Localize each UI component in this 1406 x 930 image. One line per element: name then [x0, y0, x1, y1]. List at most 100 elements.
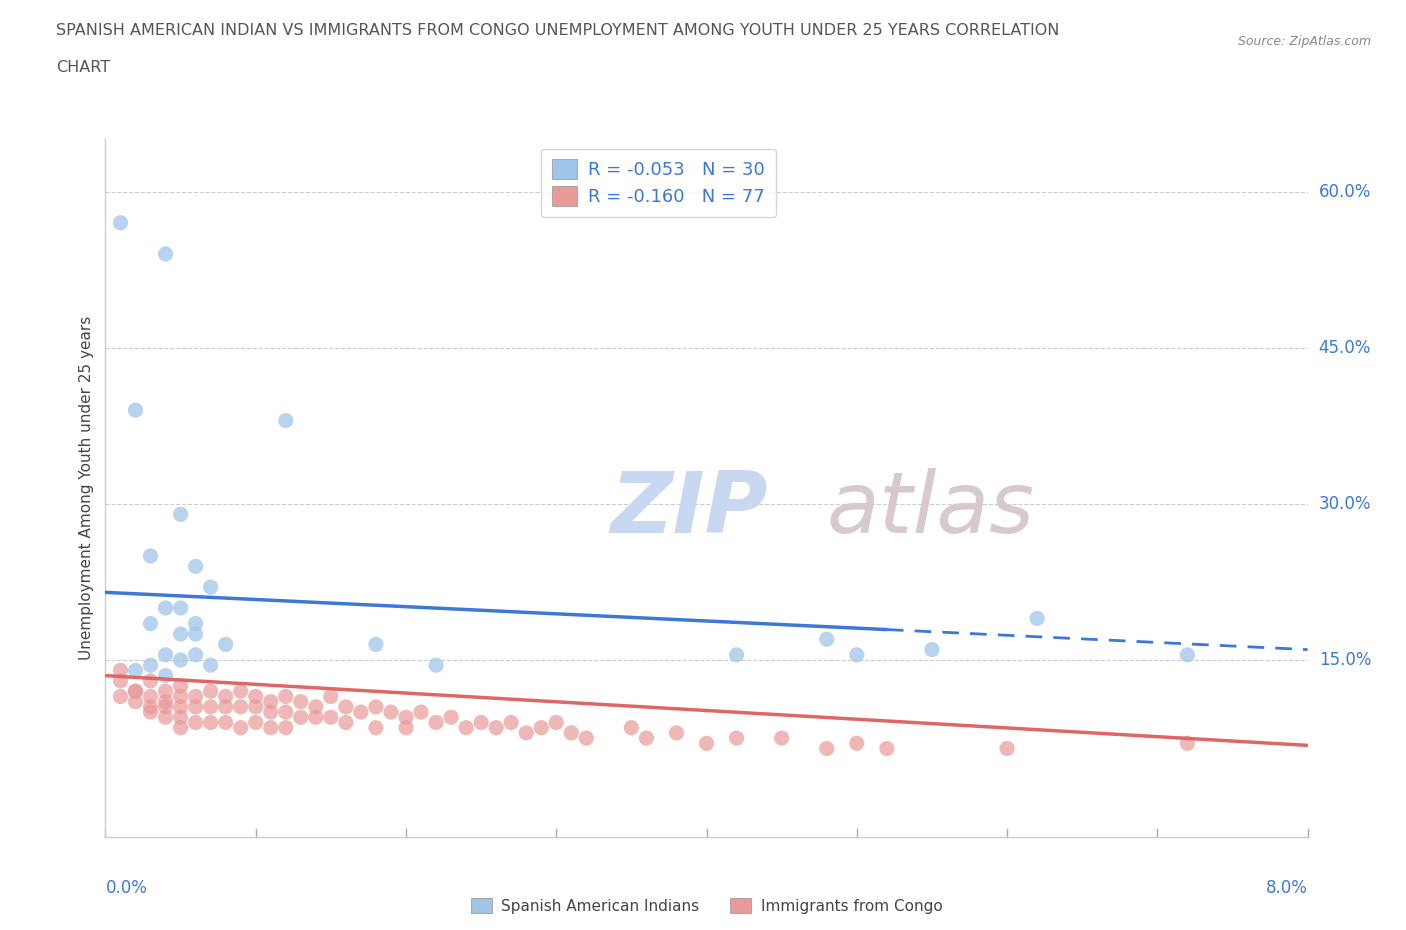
Point	[725, 731, 748, 746]
Point	[200, 658, 222, 672]
Point	[155, 647, 177, 662]
Point	[124, 694, 146, 709]
Point	[184, 647, 207, 662]
Text: 30.0%: 30.0%	[1319, 495, 1371, 512]
Point	[155, 699, 177, 714]
Point	[260, 705, 283, 720]
Point	[245, 699, 267, 714]
Point	[214, 715, 236, 730]
Point	[155, 684, 177, 698]
Point	[110, 689, 132, 704]
Point	[184, 559, 207, 574]
Point	[169, 689, 191, 704]
Point	[770, 731, 793, 746]
Point	[335, 699, 357, 714]
Text: ZIP: ZIP	[610, 468, 768, 551]
Point	[155, 710, 177, 724]
Point	[319, 710, 342, 724]
Point	[260, 694, 283, 709]
Point	[200, 684, 222, 698]
Point	[124, 403, 146, 418]
Point	[155, 246, 177, 261]
Point	[515, 725, 537, 740]
Point	[725, 647, 748, 662]
Point	[245, 715, 267, 730]
Point	[921, 643, 943, 658]
Point	[530, 720, 553, 735]
Point	[501, 715, 523, 730]
Text: 0.0%: 0.0%	[105, 879, 148, 897]
Point	[184, 627, 207, 642]
Text: 8.0%: 8.0%	[1265, 879, 1308, 897]
Point	[575, 731, 598, 746]
Point	[274, 705, 297, 720]
Point	[184, 715, 207, 730]
Point	[110, 216, 132, 231]
Point	[169, 720, 191, 735]
Point	[425, 715, 447, 730]
Point	[229, 720, 252, 735]
Legend: Spanish American Indians, Immigrants from Congo: Spanish American Indians, Immigrants fro…	[464, 892, 949, 920]
Point	[110, 663, 132, 678]
Point	[124, 684, 146, 698]
Point	[169, 699, 191, 714]
Point	[110, 673, 132, 688]
Text: 60.0%: 60.0%	[1319, 182, 1371, 201]
Point	[139, 673, 162, 688]
Point	[200, 699, 222, 714]
Point	[485, 720, 508, 735]
Point	[995, 741, 1018, 756]
Point	[229, 699, 252, 714]
Point	[274, 720, 297, 735]
Point	[395, 710, 418, 724]
Point	[169, 507, 191, 522]
Point	[845, 647, 868, 662]
Point	[440, 710, 463, 724]
Point	[350, 705, 373, 720]
Point	[636, 731, 658, 746]
Point	[546, 715, 568, 730]
Point	[169, 653, 191, 668]
Text: 45.0%: 45.0%	[1319, 339, 1371, 357]
Text: atlas: atlas	[827, 468, 1035, 551]
Text: Source: ZipAtlas.com: Source: ZipAtlas.com	[1237, 35, 1371, 48]
Point	[245, 689, 267, 704]
Point	[169, 601, 191, 616]
Point	[319, 689, 342, 704]
Point	[139, 658, 162, 672]
Point	[696, 736, 718, 751]
Point	[139, 689, 162, 704]
Point	[139, 699, 162, 714]
Point	[139, 617, 162, 631]
Point	[425, 658, 447, 672]
Point	[260, 720, 283, 735]
Point	[364, 637, 387, 652]
Point	[364, 720, 387, 735]
Point	[1175, 736, 1198, 751]
Point	[214, 637, 236, 652]
Point	[290, 694, 312, 709]
Point	[1175, 647, 1198, 662]
Point	[395, 720, 418, 735]
Point	[274, 413, 297, 428]
Point	[815, 741, 838, 756]
Point	[665, 725, 688, 740]
Point	[169, 679, 191, 694]
Point	[335, 715, 357, 730]
Point	[815, 631, 838, 646]
Point	[470, 715, 492, 730]
Point	[124, 663, 146, 678]
Point	[876, 741, 898, 756]
Text: 15.0%: 15.0%	[1319, 651, 1371, 669]
Text: SPANISH AMERICAN INDIAN VS IMMIGRANTS FROM CONGO UNEMPLOYMENT AMONG YOUTH UNDER : SPANISH AMERICAN INDIAN VS IMMIGRANTS FR…	[56, 23, 1060, 38]
Text: CHART: CHART	[56, 60, 110, 75]
Point	[184, 689, 207, 704]
Point	[364, 699, 387, 714]
Point	[155, 601, 177, 616]
Point	[454, 720, 477, 735]
Point	[274, 689, 297, 704]
Y-axis label: Unemployment Among Youth under 25 years: Unemployment Among Youth under 25 years	[79, 316, 94, 660]
Point	[184, 617, 207, 631]
Point	[305, 710, 328, 724]
Point	[560, 725, 582, 740]
